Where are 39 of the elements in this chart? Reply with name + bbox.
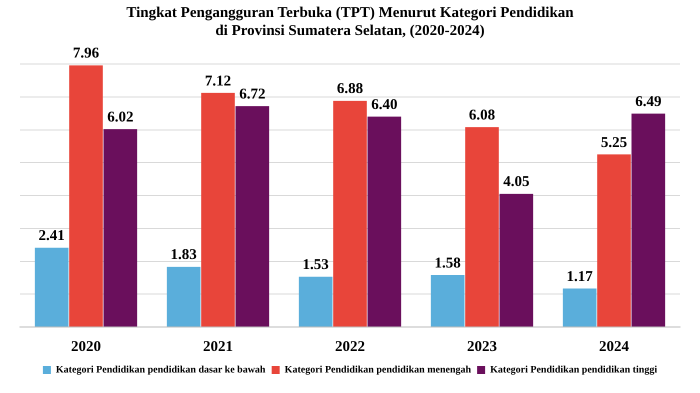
bar	[368, 116, 402, 326]
x-tick-label: 2023	[467, 338, 497, 355]
data-label: 6.40	[371, 96, 398, 113]
data-label: 1.83	[170, 247, 197, 264]
data-label: 2.41	[38, 228, 65, 244]
data-label: 6.49	[635, 94, 662, 110]
bar	[430, 275, 464, 326]
chart-title: Tingkat Pengangguran Terbuka (TPT) Menurut Kategori Pendidikan di Provinsi Sumatera Selatan, (2020-2024)	[125, 4, 575, 40]
bar	[298, 276, 332, 326]
data-label: 6.08	[468, 107, 496, 124]
bar	[632, 114, 666, 326]
legend-label: Kategori Pendidikan pendidikan dasar ke bawah	[56, 364, 266, 376]
data-label: 1.17	[566, 268, 594, 285]
bar	[69, 65, 103, 326]
bar	[201, 92, 235, 326]
legend-label: Kategori Pendidikan pendidikan tinggi	[490, 364, 658, 376]
data-label: 5.25	[600, 134, 628, 151]
data-label: 6.02	[107, 109, 134, 126]
data-label: 4.05	[503, 174, 530, 190]
data-label: 6.72	[239, 86, 266, 102]
bar	[166, 266, 200, 326]
legend-label: Kategori Pendidikan pendidikan menengah	[284, 364, 472, 376]
bar	[34, 248, 68, 326]
bar	[236, 106, 270, 326]
bar	[104, 129, 138, 326]
x-tick-label: 2022	[335, 338, 365, 355]
bar	[597, 154, 631, 326]
x-tick-label: 2020	[71, 338, 101, 355]
bar	[562, 288, 596, 326]
bar	[500, 194, 534, 326]
data-label: 7.12	[204, 73, 232, 90]
data-label: 7.96	[72, 46, 100, 62]
x-tick-label: 2021	[203, 338, 233, 355]
x-tick-label: 2024	[599, 338, 630, 355]
bar	[465, 127, 499, 326]
data-label: 1.53	[302, 257, 329, 274]
data-label: 1.58	[434, 255, 461, 272]
data-label: 6.88	[336, 81, 364, 98]
bar	[333, 100, 367, 326]
